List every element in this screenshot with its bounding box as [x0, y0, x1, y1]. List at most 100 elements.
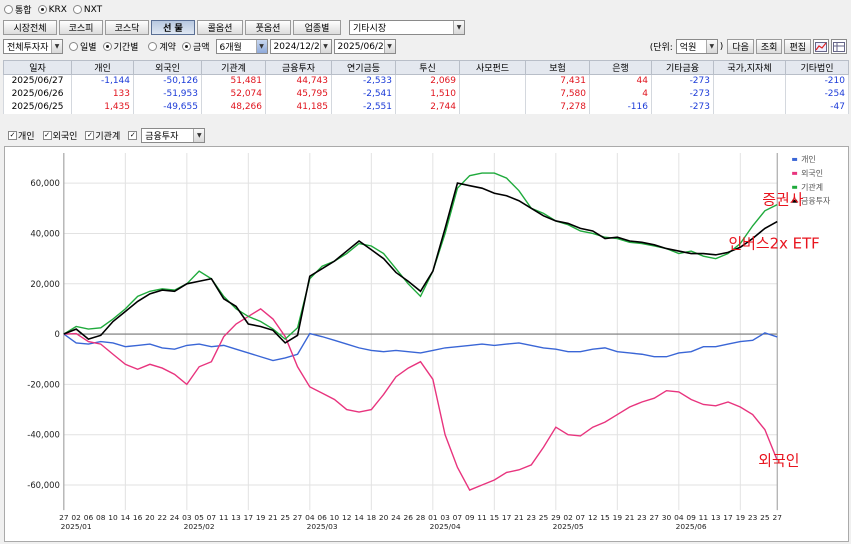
chevron-down-icon: ▼: [193, 129, 205, 142]
x-tick-label: 07: [576, 513, 586, 522]
extra-series-checkbox[interactable]: ✓: [128, 131, 138, 140]
legend-label: 금융투자: [801, 197, 831, 206]
series-checkbox-0[interactable]: ✓ 개인: [8, 129, 35, 142]
action-button-1[interactable]: 조회: [755, 39, 783, 54]
table-row[interactable]: 2025/06/25 1,435 -49,655 48,266 41,185 -2,551…: [3, 100, 849, 114]
other-market-select-value: 기타시장: [353, 24, 387, 34]
x-tick-label: 17: [723, 513, 733, 522]
market-tab-5[interactable]: 풋옵션: [245, 20, 291, 35]
market-tab-4[interactable]: 콜옵션: [197, 20, 243, 35]
x-tick-label: 27: [649, 513, 659, 522]
market-tab-1[interactable]: 코스피: [59, 20, 103, 35]
table-header-cell[interactable]: 일자: [3, 60, 72, 75]
table-header-cell[interactable]: 사모펀드: [459, 60, 526, 75]
x-tick-label: 14: [354, 513, 364, 522]
market-tab-2[interactable]: 코스닥: [105, 20, 149, 35]
value-cell: 44: [589, 74, 652, 88]
period-radio-0[interactable]: 일별: [69, 40, 97, 53]
x-tick-label: 09: [686, 513, 696, 522]
table-header-cell[interactable]: 개인: [71, 60, 134, 75]
x-tick-label: 19: [613, 513, 623, 522]
table-header-cell[interactable]: 은행: [589, 60, 652, 75]
end-date-field[interactable]: 2025/06/27 ▼: [333, 39, 396, 54]
x-month-label: 2025/03: [307, 522, 338, 531]
y-tick-label: -40,000: [27, 430, 60, 440]
x-tick-label: 24: [170, 513, 180, 522]
x-tick-label: 26: [403, 513, 413, 522]
x-tick-label: 13: [711, 513, 721, 522]
x-tick-label: 16: [133, 513, 143, 522]
unit-select[interactable]: 억원 ▼: [675, 39, 718, 54]
extra-series-select[interactable]: 금융투자 ▼: [141, 128, 206, 143]
investor-select[interactable]: 전체투자자 ▼: [3, 39, 63, 54]
table-header-cell[interactable]: 금융투자: [265, 60, 332, 75]
market-radio-0[interactable]: 통합: [4, 3, 32, 16]
value-cell: 133: [71, 87, 134, 101]
value-cell: 2,069: [395, 74, 460, 88]
action-button-0[interactable]: 다음: [727, 39, 754, 54]
market-radio-1[interactable]: KRX: [37, 5, 67, 15]
x-tick-label: 06: [317, 513, 327, 522]
x-month-label: 2025/01: [61, 522, 92, 531]
period-radio-1[interactable]: 기간별: [102, 40, 138, 53]
market-tab-3[interactable]: 선 물: [151, 20, 195, 35]
table-header-cell[interactable]: 보험: [525, 60, 590, 75]
annotation-label: 외국인: [758, 451, 799, 469]
x-month-label: 2025/05: [553, 522, 584, 531]
table-header-cell[interactable]: 투신: [395, 60, 460, 75]
x-tick-label: 21: [268, 513, 278, 522]
market-tab-6[interactable]: 업종별: [293, 20, 341, 35]
table-row[interactable]: 2025/06/26 133 -51,953 52,074 45,795 -2,541 1,…: [3, 87, 849, 101]
x-tick-label: 08: [96, 513, 106, 522]
table-header-cell[interactable]: 국가,지자체: [713, 60, 786, 75]
value-cell: -254: [785, 87, 849, 101]
x-tick-label: 19: [736, 513, 746, 522]
start-date-field[interactable]: 2024/12/27 ▼: [269, 39, 332, 54]
value-cell: -273: [651, 74, 714, 88]
action-button-2[interactable]: 편집: [784, 39, 811, 54]
radio-dot-icon: [181, 42, 191, 51]
value-cell: 7,431: [525, 74, 590, 88]
market-tab-0[interactable]: 시장전체: [3, 20, 57, 35]
table-header-cell[interactable]: 외국인: [133, 60, 202, 75]
x-tick-label: 21: [625, 513, 635, 522]
table-header-cell[interactable]: 기관계: [201, 60, 266, 75]
market-radio-group: 통합 KRX NXT: [4, 3, 108, 16]
x-tick-label: 15: [600, 513, 610, 522]
unit-radio-1[interactable]: 금액: [181, 40, 210, 53]
date-cell: 2025/06/25: [3, 100, 72, 114]
other-market-select[interactable]: 기타시장 ▼: [349, 20, 465, 35]
value-cell: -116: [589, 100, 652, 114]
series-checkbox-2[interactable]: ✓ 기관계: [85, 129, 120, 142]
radio-dot-icon: [69, 42, 78, 51]
value-cell: 41,185: [265, 100, 332, 114]
market-radio-2[interactable]: NXT: [72, 5, 102, 15]
value-cell: [459, 74, 526, 88]
x-tick-label: 27: [293, 513, 303, 522]
extra-series-select-value: 금융투자: [145, 132, 179, 142]
table-header-cell[interactable]: 기타금융: [651, 60, 714, 75]
period-select[interactable]: 6개월 ▼: [215, 39, 268, 54]
chart-view-icon[interactable]: [813, 39, 829, 54]
value-cell: 51,481: [201, 74, 266, 88]
table-row[interactable]: 2025/06/27 -1,144 -50,126 51,481 44,743 -2,53…: [3, 74, 849, 88]
chevron-down-icon: ▼: [255, 40, 267, 53]
table-header-cell[interactable]: 연기금등: [331, 60, 396, 75]
x-tick-label: 23: [526, 513, 536, 522]
unit-radio-0[interactable]: 계약: [148, 40, 176, 53]
table-header-cell[interactable]: 기타법인: [785, 60, 849, 75]
value-cell: [713, 74, 786, 88]
investor-select-value: 전체투자자: [7, 43, 49, 53]
settings-grid-icon[interactable]: [831, 39, 847, 54]
series-checkbox-1[interactable]: ✓ 외국인: [42, 129, 77, 142]
x-tick-label: 04: [305, 513, 315, 522]
period-select-value: 6개월: [219, 43, 242, 53]
x-tick-label: 15: [490, 513, 500, 522]
value-cell: [459, 100, 526, 114]
series-checkbox-group: ✓ 개인 ✓ 외국인 ✓ 기관계 ✓ 금융투자 ▼: [8, 128, 207, 143]
x-tick-label: 07: [207, 513, 217, 522]
x-tick-label: 27: [772, 513, 782, 522]
series-line-2: [63, 172, 778, 341]
legend-label: 기관계: [801, 182, 823, 192]
value-cell: -47: [785, 100, 849, 114]
